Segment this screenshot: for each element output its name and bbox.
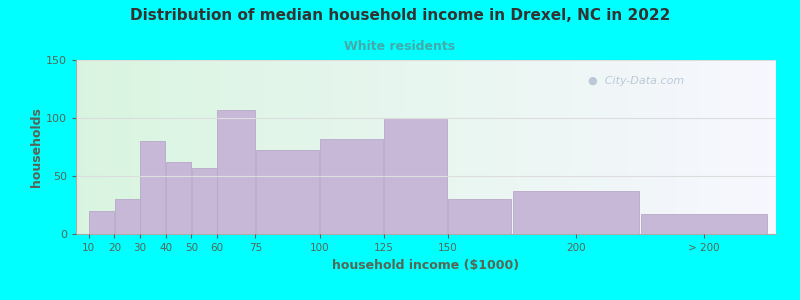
X-axis label: household income ($1000): household income ($1000) xyxy=(333,259,519,272)
Bar xyxy=(140,141,166,234)
Bar xyxy=(89,211,114,234)
Bar xyxy=(513,191,639,234)
Bar xyxy=(320,139,383,234)
Bar xyxy=(218,110,255,234)
Bar xyxy=(166,162,191,234)
Bar xyxy=(449,199,511,234)
Bar xyxy=(192,168,217,234)
Bar xyxy=(642,214,767,234)
Text: Distribution of median household income in Drexel, NC in 2022: Distribution of median household income … xyxy=(130,8,670,22)
Bar xyxy=(114,199,140,234)
Bar xyxy=(384,118,447,234)
Text: ●  City-Data.com: ● City-Data.com xyxy=(588,76,684,86)
Text: White residents: White residents xyxy=(345,40,455,53)
Bar xyxy=(256,151,319,234)
Y-axis label: households: households xyxy=(30,107,43,187)
